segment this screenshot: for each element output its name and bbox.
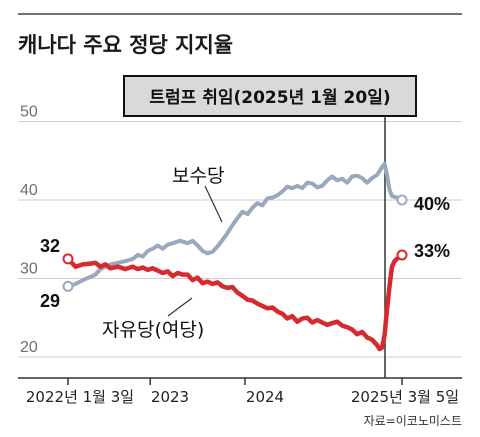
annotation-text: 트럼프 취임(2025년 1월 20일) <box>149 87 390 108</box>
x-tick-label: 2024 <box>246 388 284 406</box>
annotation-frame <box>123 75 417 117</box>
grid-lines <box>18 121 462 358</box>
series-end-point <box>396 249 408 261</box>
annotation-box: 트럼프 취임(2025년 1월 20일) <box>123 75 417 117</box>
series-line-conservative <box>66 161 404 289</box>
start-label-conservative: 29 <box>40 291 60 311</box>
x-tick-label: 2022년 1월 3일 <box>26 388 134 406</box>
leader-liberal <box>167 297 193 317</box>
series-start-point <box>62 280 74 292</box>
chart-title: 캐나다 주요 정당 지지율 <box>18 33 233 57</box>
y-tick-label: 40 <box>20 182 38 199</box>
x-tick-group: 2022년 1월 3일 2023 2024 2025년 3월 5일 <box>26 378 459 406</box>
series-start-point <box>62 253 74 265</box>
y-tick-label: 20 <box>20 339 38 356</box>
start-label-liberal: 32 <box>40 236 60 256</box>
source-note: 자료=이코노미스트 <box>364 414 462 428</box>
end-label-conservative: 40% <box>414 194 450 214</box>
leader-conservative <box>204 185 223 223</box>
series-line-liberal <box>65 252 405 352</box>
y-tick-label: 30 <box>20 261 38 278</box>
x-tick-label: 2023 <box>151 388 189 406</box>
x-tick-label: 2025년 3월 5일 <box>351 388 459 406</box>
series-label-conservative: 보수당 <box>172 165 224 187</box>
y-tick-label: 50 <box>20 104 38 121</box>
series-label-liberal: 자유당(여당) <box>102 319 204 341</box>
series-end-point <box>396 194 408 206</box>
y-tick-labels: 50 40 30 20 <box>20 104 38 357</box>
end-label-liberal: 33% <box>414 241 450 261</box>
series-layer <box>62 161 408 352</box>
